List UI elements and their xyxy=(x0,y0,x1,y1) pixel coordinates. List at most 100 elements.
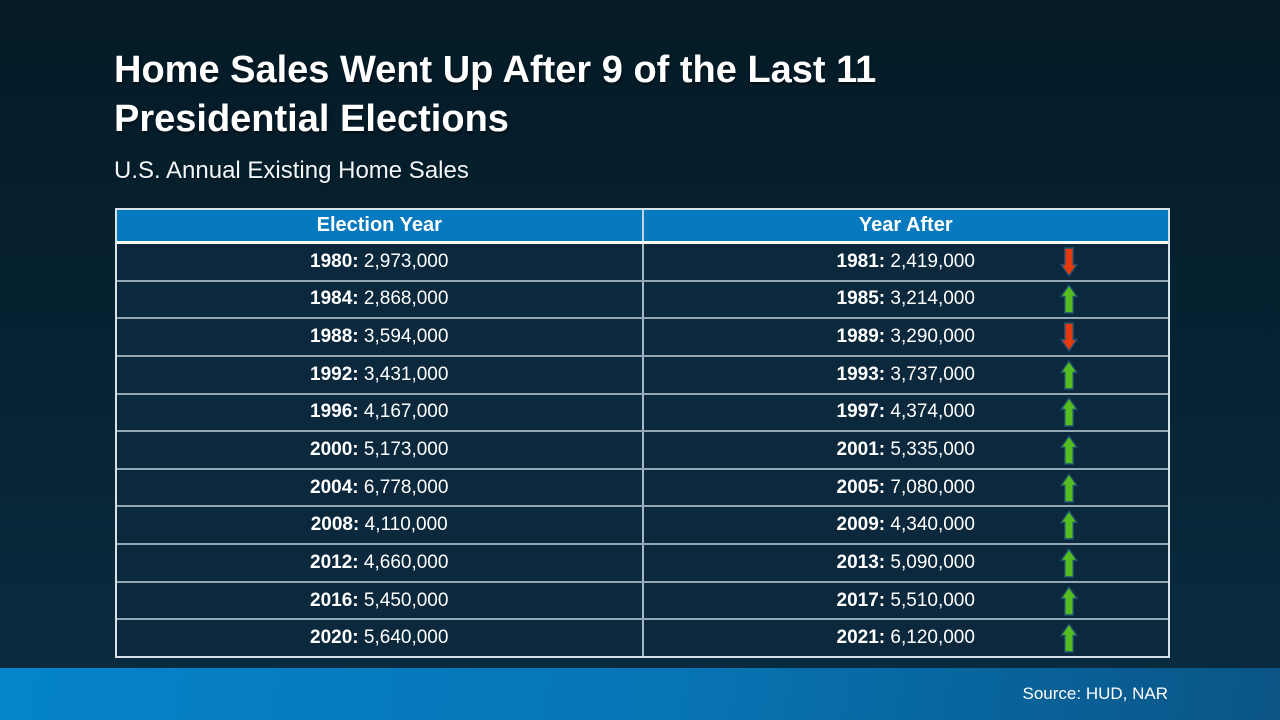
table-row: 2012: 4,660,000 2013: 5,090,000 xyxy=(117,545,1168,583)
table-row: 2016: 5,450,000 2017: 5,510,000 xyxy=(117,582,1169,621)
year-after-value: 4,374,000 xyxy=(885,401,975,423)
up-arrow-icon xyxy=(1060,623,1078,653)
up-arrow-icon xyxy=(1060,284,1078,315)
up-arrow-icon xyxy=(1060,472,1078,503)
table-row: 1984: 2,868,000 1985: 3,214,000 xyxy=(117,281,1169,320)
year-after-cell: 1993: 3,737,000 xyxy=(644,357,1169,393)
table-body: 1980: 2,973,000 1981: 2,419,000 1984: 2,… xyxy=(117,244,1169,657)
year-after-label: 2005: xyxy=(836,476,886,498)
election-year-value: 4,167,000 xyxy=(358,401,449,423)
table-row: 1992: 3,431,000 1993: 3,737,000 xyxy=(117,356,1169,395)
year-after-cell: 2021: 6,120,000 xyxy=(644,620,1169,656)
election-year-label: 2000: xyxy=(310,439,359,461)
year-after-cell: 1985: 3,214,000 xyxy=(644,282,1169,318)
up-arrow-icon xyxy=(1060,397,1078,428)
year-after-label: 2013: xyxy=(836,551,886,573)
table-row: 2020: 5,640,000 2021: 6,120,000 xyxy=(117,620,1169,657)
election-year-label: 2004: xyxy=(310,476,359,498)
title-line-1: Home Sales Went Up After 9 of the Last 1… xyxy=(114,49,877,91)
year-after-value: 5,335,000 xyxy=(885,439,975,461)
year-after-cell: 2009: 4,340,000 xyxy=(644,507,1169,543)
up-arrow-icon xyxy=(1060,585,1078,616)
election-year-label: 2016: xyxy=(310,589,359,611)
year-after-value: 3,737,000 xyxy=(885,363,975,385)
page-title: Home Sales Went Up After 9 of the Last 1… xyxy=(114,46,1094,144)
table-header-row: Election Year Year After xyxy=(117,210,1168,244)
election-year-cell: 1980: 2,973,000 xyxy=(117,244,644,280)
year-after-value: 4,340,000 xyxy=(885,514,975,536)
down-arrow-icon xyxy=(1060,247,1078,277)
down-arrow-icon xyxy=(1060,322,1078,353)
election-year-value: 2,973,000 xyxy=(358,250,449,272)
table-row: 1996: 4,167,000 1997: 4,374,000 xyxy=(117,394,1169,433)
year-after-value: 5,090,000 xyxy=(885,551,975,573)
year-after-cell: 1981: 2,419,000 xyxy=(644,244,1169,280)
election-year-label: 2020: xyxy=(310,627,359,649)
election-year-label: 1984: xyxy=(310,288,359,310)
up-arrow-icon xyxy=(1060,547,1078,578)
year-after-label: 1993: xyxy=(836,363,886,385)
election-year-cell: 1992: 3,431,000 xyxy=(117,356,644,393)
table-row: 2008: 4,110,000 2009: 4,340,000 xyxy=(117,507,1169,546)
election-year-cell: 2020: 5,640,000 xyxy=(117,620,644,657)
year-after-value: 6,120,000 xyxy=(885,627,975,649)
year-after-label: 1981: xyxy=(836,250,886,272)
election-year-label: 1992: xyxy=(310,363,359,385)
year-after-label: 1997: xyxy=(836,401,886,423)
election-year-value: 3,594,000 xyxy=(358,326,449,348)
election-year-value: 5,640,000 xyxy=(358,627,449,649)
year-after-cell: 2005: 7,080,000 xyxy=(644,470,1169,506)
table-row: 1988: 3,594,000 1989: 3,290,000 xyxy=(117,319,1168,357)
year-after-label: 1989: xyxy=(836,326,886,348)
year-after-label: 2021: xyxy=(836,627,886,649)
column-header-election-year: Election Year xyxy=(117,210,644,241)
election-year-label: 2008: xyxy=(310,514,360,536)
election-year-cell: 1996: 4,167,000 xyxy=(117,394,644,431)
bottom-bar: Source: HUD, NAR xyxy=(0,668,1280,720)
election-year-label: 1988: xyxy=(310,326,359,348)
election-year-cell: 2008: 4,110,000 xyxy=(117,507,644,544)
home-sales-table: Election Year Year After 1980: 2,973,000… xyxy=(115,208,1170,658)
column-header-year-after: Year After xyxy=(858,214,953,236)
year-after-cell: 1989: 3,290,000 xyxy=(644,319,1169,355)
year-after-value: 2,419,000 xyxy=(885,250,975,272)
year-after-label: 1985: xyxy=(836,288,886,310)
election-year-cell: 1984: 2,868,000 xyxy=(117,281,644,318)
election-year-value: 4,110,000 xyxy=(359,514,448,536)
table-row: 2004: 6,778,000 2005: 7,080,000 xyxy=(117,469,1169,508)
title-line-2: Presidential Elections xyxy=(114,98,509,140)
year-after-label: 2009: xyxy=(836,514,886,536)
election-year-value: 3,431,000 xyxy=(358,363,449,385)
table-row: 1980: 2,973,000 1981: 2,419,000 xyxy=(117,244,1168,282)
election-year-value: 4,660,000 xyxy=(358,551,449,573)
year-after-cell: 2013: 5,090,000 xyxy=(644,545,1169,581)
election-year-value: 6,778,000 xyxy=(358,476,449,498)
election-year-label: 1996: xyxy=(310,401,359,423)
year-after-value: 5,510,000 xyxy=(885,589,975,611)
year-after-label: 2001: xyxy=(836,439,886,461)
up-arrow-icon xyxy=(1060,359,1078,390)
table-row: 2000: 5,173,000 2001: 5,335,000 xyxy=(117,432,1168,470)
election-year-cell: 2012: 4,660,000 xyxy=(117,545,644,581)
year-after-cell: 1997: 4,374,000 xyxy=(644,395,1169,431)
source-text: Source: HUD, NAR xyxy=(1022,684,1168,703)
year-after-value: 7,080,000 xyxy=(885,476,975,498)
election-year-cell: 2000: 5,173,000 xyxy=(117,432,644,468)
page-subtitle: U.S. Annual Existing Home Sales xyxy=(114,157,469,184)
election-year-label: 2012: xyxy=(310,551,359,573)
year-after-cell: 2001: 5,335,000 xyxy=(644,432,1169,468)
election-year-cell: 2016: 5,450,000 xyxy=(117,582,644,619)
up-arrow-icon xyxy=(1060,435,1078,465)
election-year-value: 5,450,000 xyxy=(358,589,449,611)
election-year-value: 2,868,000 xyxy=(358,288,449,310)
year-after-cell: 2017: 5,510,000 xyxy=(644,583,1169,619)
election-year-value: 5,173,000 xyxy=(358,439,449,461)
up-arrow-icon xyxy=(1060,510,1078,540)
year-after-value: 3,214,000 xyxy=(885,288,975,310)
year-after-label: 2017: xyxy=(836,589,886,611)
election-year-cell: 2004: 6,778,000 xyxy=(117,469,644,506)
year-after-value: 3,290,000 xyxy=(885,326,975,348)
election-year-cell: 1988: 3,594,000 xyxy=(117,319,644,355)
election-year-label: 1980: xyxy=(310,250,359,272)
